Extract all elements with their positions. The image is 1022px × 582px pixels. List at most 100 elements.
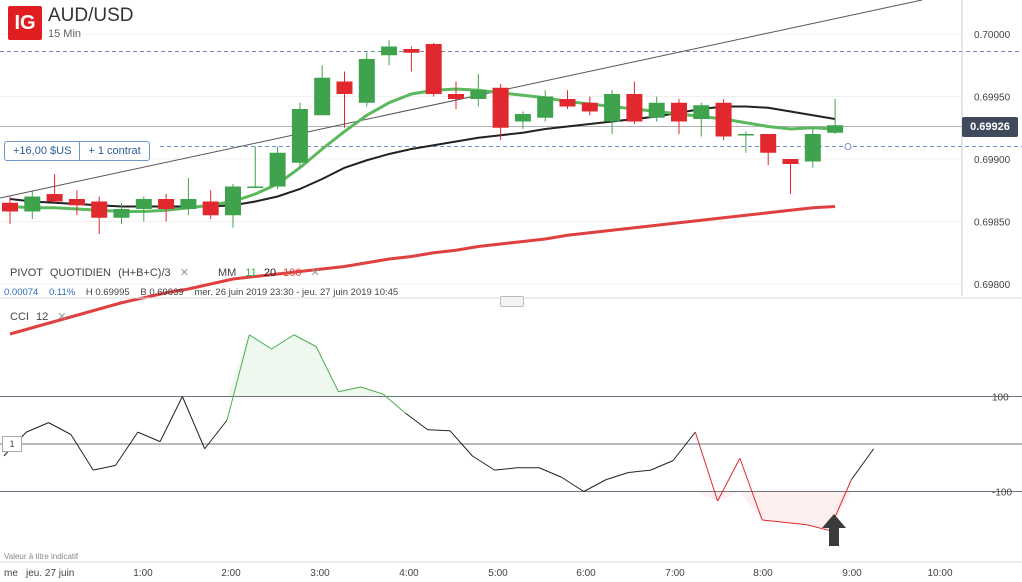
close-icon[interactable]: ✕ <box>310 267 320 279</box>
stats-bar: 0.00074 0.11% H 0.69995 B 0.69839 mer. 2… <box>4 287 398 298</box>
cci-line-segment <box>449 430 473 457</box>
candle-body <box>671 102 687 122</box>
stat-change-pct: 0.11% <box>48 287 76 298</box>
timeframe-label[interactable]: 15 Min <box>48 28 82 40</box>
candle-body <box>448 94 464 99</box>
close-icon[interactable]: ✕ <box>179 267 189 279</box>
candle-body <box>559 99 576 107</box>
candle-body <box>804 134 821 162</box>
position-size: + 1 contrat <box>79 142 148 160</box>
indicator-legend: PIVOT QUOTIDIEN (H+B+C)/3 ✕ MM 11 20 100… <box>10 266 320 279</box>
candle-body <box>581 102 598 112</box>
cci-line-segment <box>360 386 384 395</box>
stat-low: B 0.69839 <box>140 287 184 298</box>
cci-line-segment <box>472 455 495 471</box>
time-tick-label: 4:00 <box>399 568 419 579</box>
candle-body <box>648 102 665 118</box>
cci-line-segment <box>650 460 674 471</box>
mm-period-11: 11 <box>245 267 257 279</box>
candle-body <box>314 77 331 116</box>
candle-body <box>202 201 219 216</box>
candle-body <box>358 59 375 103</box>
candle-body <box>291 109 308 163</box>
last-price-badge: 0.69926 <box>962 117 1018 137</box>
cci-label[interactable]: CCI <box>10 311 29 323</box>
candle-body <box>68 199 85 206</box>
candle-body <box>46 194 63 202</box>
cci-line-segment <box>293 334 317 348</box>
time-tick-label: 6:00 <box>576 568 596 579</box>
cci-line-segment <box>784 521 807 526</box>
candle-body <box>247 186 264 188</box>
candle-body <box>782 159 799 164</box>
cci-line-segment <box>70 434 94 471</box>
candle-body <box>737 134 754 136</box>
candle-body <box>537 96 554 118</box>
candle-body <box>24 196 41 212</box>
time-tick-label: 3:00 <box>310 568 330 579</box>
cci-tick-label: 100 <box>992 393 1009 404</box>
cci-line-segment <box>315 346 339 392</box>
time-tick-label: 9:00 <box>842 568 862 579</box>
cci-line-segment <box>762 519 785 523</box>
cci-line-segment <box>717 458 741 502</box>
candle-body <box>760 134 777 153</box>
cci-line-segment <box>137 431 161 443</box>
candle-body <box>269 152 286 187</box>
candle-body <box>113 209 130 218</box>
drag-handle-icon[interactable] <box>500 296 524 307</box>
cci-line-segment <box>628 469 651 473</box>
time-tick-label: jeu. 27 juin <box>25 568 74 579</box>
cci-zero-tag: 1 <box>2 436 22 452</box>
cci-line-segment <box>26 422 49 433</box>
cci-line-segment <box>806 524 830 531</box>
time-tick-label: me <box>4 568 18 579</box>
candle-body <box>381 46 398 56</box>
mm-period-20: 20 <box>263 267 277 279</box>
cci-line-segment <box>159 396 183 442</box>
pivot-label[interactable]: PIVOT <box>10 267 43 279</box>
time-tick-label: 7:00 <box>665 568 685 579</box>
cci-line-segment <box>427 429 451 432</box>
cci-line-segment <box>672 431 696 461</box>
price-tick-label: 0.70000 <box>974 30 1011 41</box>
price-tick-label: 0.69950 <box>974 93 1011 104</box>
mm-label[interactable]: MM <box>217 267 237 279</box>
time-tick-label: 8:00 <box>753 568 773 579</box>
cci-line-segment <box>739 458 763 521</box>
pivot-formula: (H+B+C)/3 <box>118 267 171 279</box>
candle-body <box>425 44 442 94</box>
cci-line-segment <box>494 467 517 471</box>
position-box[interactable]: +16,00 $US + 1 contrat <box>4 141 150 161</box>
candle-body <box>470 90 487 99</box>
price-tick-label: 0.69900 <box>974 155 1011 166</box>
time-tick-label: 2:00 <box>221 568 241 579</box>
candle-body <box>492 87 509 128</box>
arrow-up-icon <box>822 514 846 546</box>
candle-body <box>2 202 18 212</box>
cci-line-segment <box>405 412 428 431</box>
time-tick-label: 10:00 <box>927 568 952 579</box>
cci-zone-fill <box>695 491 852 531</box>
pivot-type: QUOTIDIEN <box>49 267 111 279</box>
time-tick-label: 5:00 <box>488 568 508 579</box>
cci-line-segment <box>93 464 116 471</box>
position-pnl: +16,00 $US <box>13 145 72 157</box>
candle-body <box>91 201 108 218</box>
cci-line-segment <box>539 467 562 478</box>
candle-body <box>225 186 241 216</box>
candle-body <box>827 125 844 133</box>
cci-line-segment <box>338 386 361 393</box>
cci-line-segment <box>561 476 585 492</box>
close-icon[interactable]: ✕ <box>57 311 67 323</box>
candle-body <box>403 49 420 53</box>
symbol-title[interactable]: AUD/USD <box>48 5 134 26</box>
disclaimer: Valeur à titre indicatif <box>4 552 79 561</box>
cci-line-segment <box>204 419 228 450</box>
price-tick-label: 0.69800 <box>974 280 1011 291</box>
ma100-line <box>9 205 836 336</box>
candle-body <box>336 81 353 94</box>
candle-body <box>180 199 197 209</box>
cci-zone-fill <box>227 334 406 397</box>
